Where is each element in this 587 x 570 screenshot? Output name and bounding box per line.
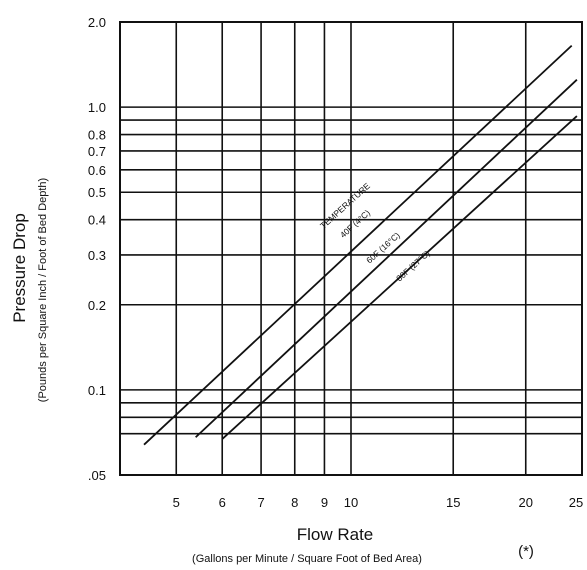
y-tick-label: 0.8 bbox=[88, 128, 106, 143]
series-label-annotation: TEMPERATURE bbox=[318, 181, 372, 231]
y-axis-title: Pressure Drop bbox=[10, 213, 29, 323]
x-tick-label: 20 bbox=[519, 495, 533, 510]
x-tick-label: 6 bbox=[219, 495, 226, 510]
footnote-marker: (*) bbox=[518, 543, 534, 560]
series-line-2 bbox=[221, 115, 578, 440]
series-lines bbox=[143, 44, 578, 446]
series-line-0 bbox=[143, 44, 573, 446]
series-label-80f: 80F (27°C) bbox=[394, 248, 432, 283]
x-tick-label: 25 bbox=[569, 495, 583, 510]
series-label-60f: 60F (16°C) bbox=[364, 230, 402, 265]
y-tick-label: 0.4 bbox=[88, 213, 106, 228]
y-tick-label: 0.3 bbox=[88, 248, 106, 263]
y-tick-label: 0.6 bbox=[88, 163, 106, 178]
y-tick-label: 0.7 bbox=[88, 144, 106, 159]
y-tick-label: 0.5 bbox=[88, 185, 106, 200]
y-tick-labels: .05 0.1 0.2 0.3 0.4 0.5 0.6 0.70.8 1.0 2.0 bbox=[88, 15, 106, 483]
x-tick-labels: 5 6 7 8 9 10 15 20 25 bbox=[173, 495, 584, 510]
x-tick-label: 9 bbox=[321, 495, 328, 510]
x-tick-label: 5 bbox=[173, 495, 180, 510]
y-tick-label: 1.0 bbox=[88, 100, 106, 115]
x-tick-label: 8 bbox=[291, 495, 298, 510]
y-tick-label: 0.1 bbox=[88, 383, 106, 398]
y-axis-subtitle: (Pounds per Square Inch / Foot of Bed De… bbox=[37, 178, 49, 402]
grid bbox=[120, 22, 582, 475]
x-tick-label: 10 bbox=[344, 495, 358, 510]
y-tick-label: 2.0 bbox=[88, 15, 106, 30]
x-tick-label: 15 bbox=[446, 495, 460, 510]
x-axis-subtitle: (Gallons per Minute / Square Foot of Bed… bbox=[192, 553, 422, 565]
plot-frame bbox=[119, 21, 583, 476]
x-tick-label: 7 bbox=[257, 495, 264, 510]
series-line-1 bbox=[195, 79, 578, 438]
y-tick-label: .05 bbox=[88, 468, 106, 483]
y-tick-label: 0.2 bbox=[88, 298, 106, 313]
x-axis-title: Flow Rate bbox=[297, 525, 374, 544]
